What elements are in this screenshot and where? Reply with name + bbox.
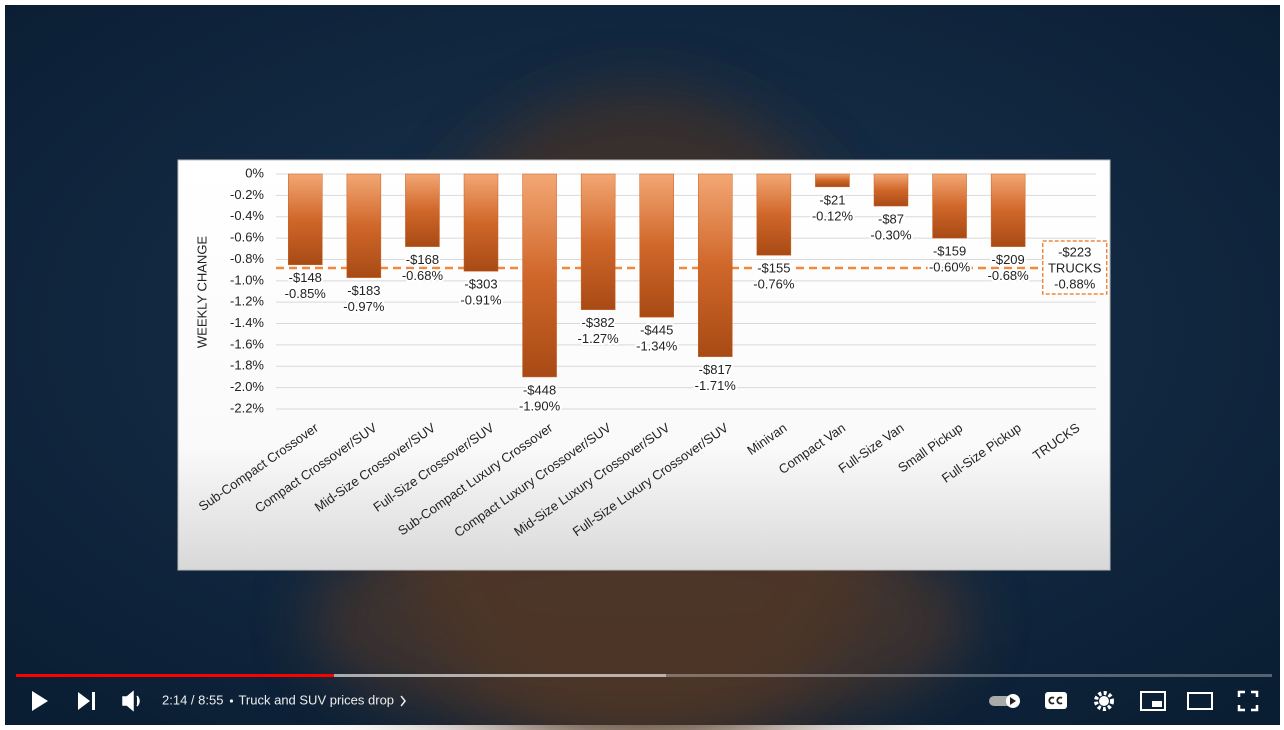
y-axis-label: WEEKLY CHANGE: [194, 236, 209, 349]
bar: [756, 173, 792, 256]
dollar-label: -$148: [289, 270, 322, 285]
separator-dot: [229, 699, 234, 703]
data-label: -0.85%: [285, 286, 327, 301]
average-value-label: -0.88%: [1054, 276, 1096, 291]
data-label: -0.76%: [753, 277, 795, 292]
bar: [815, 173, 850, 188]
progress-track[interactable]: [16, 674, 1272, 677]
bar: [873, 173, 909, 207]
miniplayer-icon: [1152, 701, 1162, 707]
data-label: -0.60%: [929, 260, 971, 275]
dollar-label: -$209: [992, 252, 1025, 267]
data-label: -1.27%: [578, 331, 620, 346]
bar: [463, 173, 499, 272]
y-tick-label: -1.2%: [230, 294, 264, 309]
y-tick-label: -2.2%: [230, 400, 264, 415]
y-tick-label: -1.0%: [230, 272, 264, 287]
data-label: -0.12%: [812, 208, 854, 223]
data-label: -0.68%: [402, 268, 444, 283]
y-tick-label: -0.2%: [230, 187, 264, 202]
data-label: -1.90%: [519, 398, 561, 413]
play-button[interactable]: [32, 691, 48, 711]
bar: [639, 173, 674, 318]
next-button[interactable]: [78, 692, 95, 710]
dollar-label: -$183: [347, 283, 380, 298]
bar: [288, 173, 323, 266]
chart: WEEKLY CHANGE 0% -0.2% -0.4% -0.6% -0.8% -1.0…: [194, 165, 1108, 540]
bar: [698, 173, 733, 357]
time-display: 2:14 / 8:55: [162, 692, 223, 707]
y-tick-label: 0%: [245, 165, 264, 180]
dollar-label: -$87: [878, 211, 904, 226]
chapter-chevron[interactable]: [400, 695, 407, 707]
dollar-label: -$155: [757, 261, 790, 276]
autoplay-icon: [1010, 697, 1016, 705]
dollar-label: -$159: [933, 244, 966, 259]
data-label: -1.71%: [695, 378, 737, 393]
fullscreen-button[interactable]: [1237, 690, 1259, 712]
average-dollar-label: -$223: [1058, 244, 1091, 259]
data-label: -0.68%: [988, 268, 1030, 283]
bar: [405, 173, 440, 247]
settings-button[interactable]: [1094, 691, 1114, 711]
dollar-label: -$382: [582, 315, 615, 330]
y-tick-label: -2.0%: [230, 379, 264, 394]
dollar-label: -$448: [523, 382, 556, 397]
progress-buffer: [16, 674, 666, 677]
average-label-box: [1041, 240, 1108, 295]
y-tick-label: -0.6%: [230, 230, 264, 245]
dollar-label: -$21: [819, 192, 845, 207]
settings-icon: [1099, 696, 1109, 706]
data-label: -0.91%: [460, 293, 502, 308]
dollar-label: -$445: [640, 323, 673, 338]
data-label: -1.34%: [636, 339, 678, 354]
data-label: -0.97%: [343, 299, 385, 314]
dollar-label: -$817: [699, 362, 732, 377]
bar: [580, 173, 616, 310]
bar: [346, 173, 382, 278]
progress-played: [16, 674, 334, 677]
bar: [932, 173, 967, 239]
captions-button[interactable]: [1045, 692, 1067, 709]
y-tick-label: -0.4%: [230, 208, 264, 223]
y-tick-label: -1.6%: [230, 336, 264, 351]
miniplayer-button[interactable]: [1140, 691, 1166, 711]
dollar-label: -$303: [464, 277, 497, 292]
average-name-label: TRUCKS: [1048, 260, 1102, 275]
bar: [990, 173, 1026, 247]
theater-button[interactable]: [1187, 692, 1213, 710]
bar: [522, 173, 557, 378]
dollar-label: -$168: [406, 252, 439, 267]
chapter-title[interactable]: Truck and SUV prices drop: [238, 692, 394, 707]
volume-button[interactable]: [122, 690, 140, 712]
captions-icon: [1048, 696, 1063, 705]
y-tick-label: -1.8%: [230, 358, 264, 373]
y-tick-label: -0.8%: [230, 251, 264, 266]
data-label: -0.30%: [870, 227, 912, 242]
y-tick-label: -1.4%: [230, 315, 264, 330]
